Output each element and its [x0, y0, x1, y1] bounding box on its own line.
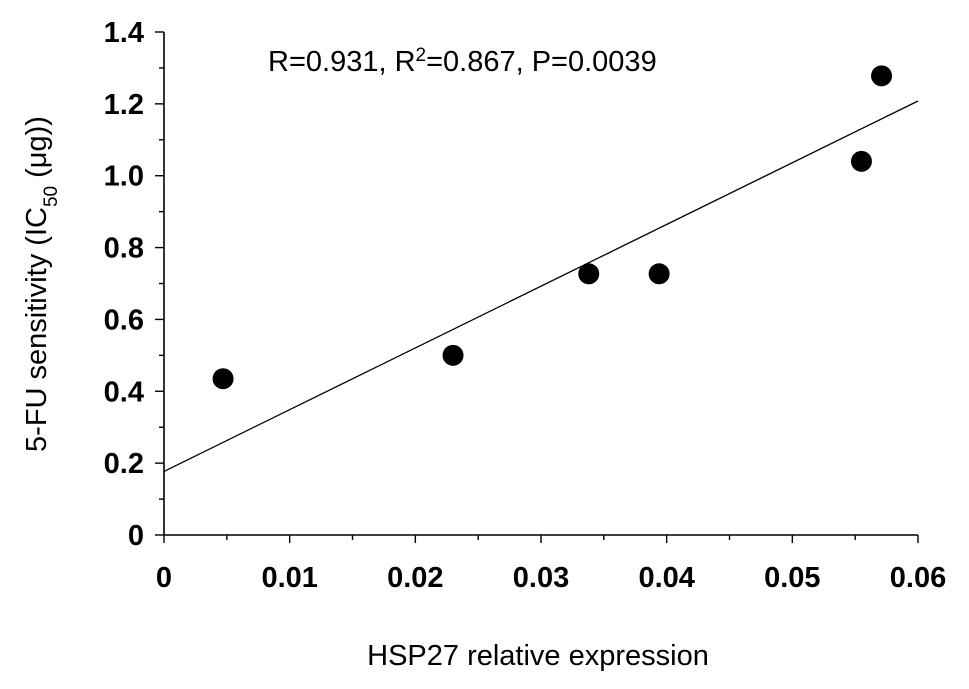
data-point — [871, 65, 893, 87]
y-tick-label: 0.4 — [104, 376, 144, 408]
data-point — [648, 263, 670, 285]
data-point — [578, 263, 600, 285]
x-tick-label: 0.04 — [638, 562, 694, 594]
y-ticks — [155, 31, 164, 536]
y-axis-title: 5-FU sensitivity (IC50 (μg)) — [21, 116, 62, 452]
statistics-annotation: R=0.931, R2=0.867, P=0.0039 — [268, 45, 657, 79]
y-tick-label: 1.4 — [104, 17, 144, 49]
data-point — [442, 344, 464, 366]
x-tick-label: 0.01 — [261, 562, 317, 594]
axes — [163, 32, 918, 536]
y-axis-title-prefix: 5-FU sensitivity (IC — [21, 207, 53, 452]
x-tick-label: 0.06 — [890, 562, 946, 594]
x-tick-label: 0.05 — [764, 562, 820, 594]
x-tick-label: 0.02 — [387, 562, 443, 594]
y-tick-label: 1.0 — [104, 161, 144, 193]
y-tick-label: 0.8 — [104, 233, 144, 265]
data-point — [850, 150, 872, 172]
x-tick-labels: 0 0.01 0.02 0.03 0.04 0.05 0.06 — [156, 562, 946, 594]
x-tick-label: 0 — [156, 562, 172, 594]
y-tick-label: 0 — [128, 520, 144, 552]
y-tick-label: 0.2 — [104, 448, 144, 480]
y-axis-title-subscript: 50 — [41, 186, 62, 207]
y-tick-labels: 0 0.2 0.4 0.6 0.8 1.0 1.2 1.4 — [104, 17, 144, 552]
data-points — [212, 65, 893, 390]
y-tick-label: 1.2 — [104, 89, 144, 121]
regression-line — [163, 100, 919, 472]
y-axis-title-suffix: (μg)) — [21, 116, 53, 186]
annotation-superscript: 2 — [416, 45, 427, 66]
data-point — [212, 368, 234, 390]
x-axis-title: HSP27 relative expression — [367, 640, 709, 672]
y-tick-label: 0.6 — [104, 304, 144, 336]
x-tick-label: 0.03 — [513, 562, 569, 594]
x-ticks — [163, 535, 919, 543]
annotation-part1: R=0.931, R — [268, 46, 416, 78]
annotation-part2: =0.867, P=0.0039 — [426, 46, 657, 78]
